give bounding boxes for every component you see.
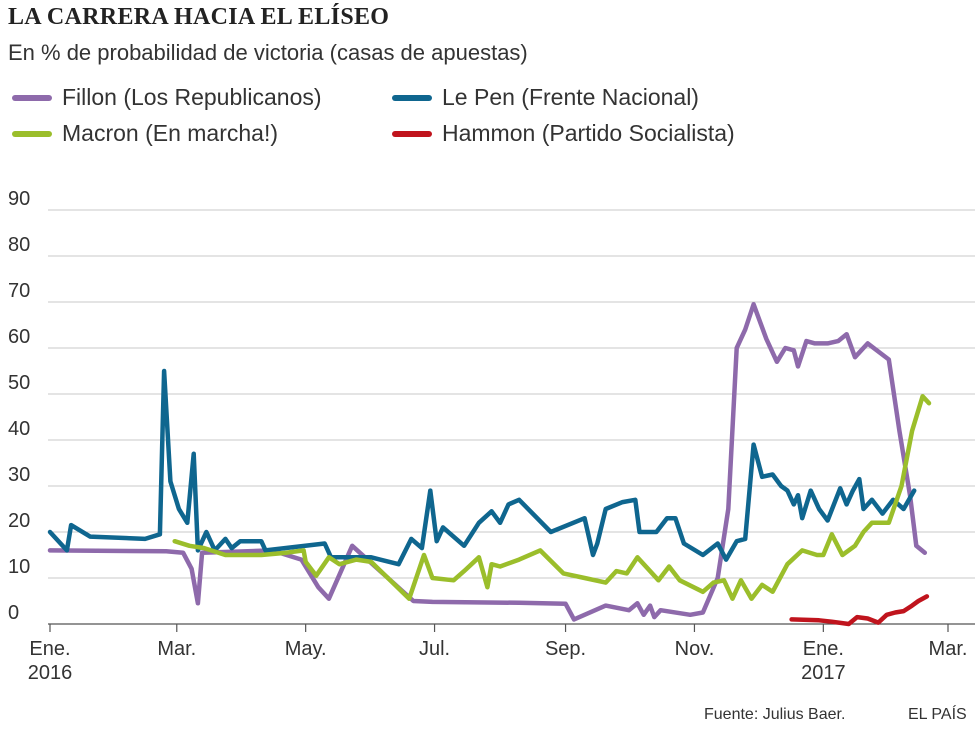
legend-item-macron: Macron (En marcha!): [12, 120, 278, 147]
y-tick-label-50: 50: [8, 372, 30, 394]
y-tick-label-10: 10: [8, 556, 30, 578]
legend-item-lepen: Le Pen (Frente Nacional): [392, 84, 699, 111]
x-tick-label-3: Jul.: [419, 638, 450, 660]
legend-item-fillon: Fillon (Los Republicanos): [12, 84, 322, 111]
legend-item-hammon: Hammon (Partido Socialista): [392, 120, 735, 147]
chart-subtitle: En % de probabilidad de victoria (casas …: [8, 40, 528, 65]
legend-label-macron: Macron (En marcha!): [62, 120, 279, 146]
x-tick-label-5: Nov.: [675, 638, 715, 660]
series-line-fillon: [47, 302, 928, 622]
legend-swatch-fillon: [12, 94, 52, 101]
y-tick-label-70: 70: [8, 280, 30, 302]
legend-swatch-macron: [12, 130, 52, 137]
legend-label-lepen: Le Pen (Frente Nacional): [442, 84, 699, 110]
x-tick-label-4: Sep.: [545, 638, 586, 660]
series-line-hammon: [789, 594, 930, 627]
x-tick-label-2: May.: [285, 638, 327, 660]
brand-label: EL PAÍS: [908, 706, 967, 723]
legend-swatch-hammon: [392, 130, 432, 137]
y-tick-label-80: 80: [8, 234, 30, 256]
legend-label-fillon: Fillon (Los Republicanos): [62, 84, 322, 110]
x-tick-sublabel-6: 2017: [801, 662, 846, 684]
x-tick-label-6: Ene.: [803, 638, 844, 660]
series-line-macron: [172, 394, 932, 601]
x-tick-label-0: Ene.: [29, 638, 70, 660]
chart-title: LA CARRERA HACIA EL ELÍSEO: [8, 4, 390, 30]
y-tick-label-90: 90: [8, 188, 30, 210]
legend-label-hammon: Hammon (Partido Socialista): [442, 120, 735, 146]
y-tick-label-60: 60: [8, 326, 30, 348]
x-tick-sublabel-0: 2016: [28, 662, 73, 684]
y-tick-label-30: 30: [8, 464, 30, 486]
x-tick-label-7: Mar.: [929, 638, 968, 660]
y-tick-label-40: 40: [8, 418, 30, 440]
y-tick-label-20: 20: [8, 510, 30, 532]
legend-swatch-lepen: [392, 94, 432, 101]
series-line-le: [47, 368, 917, 567]
source-note: Fuente: Julius Baer.: [704, 706, 846, 723]
y-tick-label-0: 0: [8, 602, 19, 624]
x-tick-label-1: Mar.: [157, 638, 196, 660]
